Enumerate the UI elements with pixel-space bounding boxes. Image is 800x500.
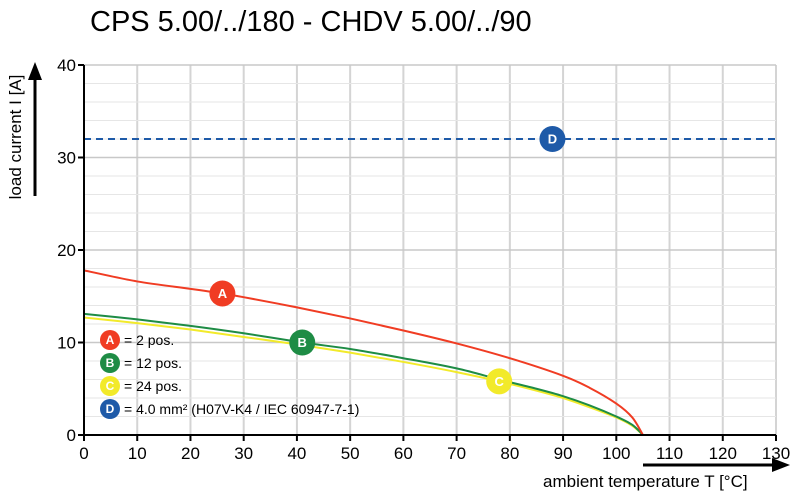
marker-label-a: A bbox=[218, 286, 228, 301]
y-tick-label: 10 bbox=[57, 334, 76, 353]
axes bbox=[28, 62, 790, 472]
x-tick-label: 130 bbox=[762, 444, 790, 463]
y-axis-label: load current I [A] bbox=[6, 74, 25, 200]
marker-c bbox=[486, 368, 513, 395]
legend-item: D = 4.0 mm² (H07V-K4 / IEC 60947-7-1) bbox=[100, 397, 359, 420]
x-axis-label: ambient temperature T [°C] bbox=[543, 472, 748, 491]
x-tick-label: 0 bbox=[79, 444, 88, 463]
x-tick-label: 40 bbox=[287, 444, 306, 463]
y-tick-label: 0 bbox=[67, 426, 76, 445]
legend-badge-d: D bbox=[100, 398, 120, 419]
marker-label-c: C bbox=[495, 374, 505, 389]
x-tick-label: 70 bbox=[447, 444, 466, 463]
tick-labels: 0 10 20 30 40 50 60 70 80 90 100 110 120 130 0 10 20 30 40 bbox=[57, 56, 790, 463]
marker-b bbox=[289, 329, 316, 356]
legend-item: B = 12 pos. bbox=[100, 351, 359, 374]
legend-text: = 24 pos. bbox=[124, 377, 182, 394]
legend-badge-c: C bbox=[100, 375, 120, 396]
x-tick-label: 80 bbox=[500, 444, 519, 463]
x-tick-label: 90 bbox=[554, 444, 573, 463]
series-line-a bbox=[83, 269, 644, 436]
x-tick-label: 30 bbox=[234, 444, 253, 463]
grid-lines bbox=[84, 64, 777, 435]
x-tick-label: 110 bbox=[656, 444, 683, 463]
y-tick-label: 30 bbox=[57, 149, 76, 168]
marker-a bbox=[209, 280, 236, 307]
chart-title: CPS 5.00/../180 - CHDV 5.00/../90 bbox=[90, 6, 532, 38]
x-tick-label: 10 bbox=[128, 444, 147, 463]
legend-text: = 12 pos. bbox=[124, 354, 182, 371]
x-tick-label: 50 bbox=[341, 444, 360, 463]
x-tick-label: 120 bbox=[709, 444, 737, 463]
x-tick-label: 20 bbox=[181, 444, 200, 463]
y-axis-arrowhead bbox=[28, 62, 42, 80]
x-tick-label: 100 bbox=[602, 444, 630, 463]
y-tick-label: 40 bbox=[57, 56, 76, 75]
legend: A = 2 pos. B = 12 pos. C = 24 pos. D = 4.0 mm² … bbox=[100, 328, 359, 420]
series-line-c bbox=[83, 316, 644, 436]
marker-label-b: B bbox=[298, 335, 307, 350]
legend-badge-a: A bbox=[100, 329, 120, 350]
marker-label-d: D bbox=[548, 132, 557, 147]
marker-d bbox=[539, 126, 566, 152]
series-line-b bbox=[83, 312, 644, 436]
legend-item: A = 2 pos. bbox=[100, 328, 359, 351]
x-axis-arrowhead bbox=[772, 458, 790, 472]
legend-item: C = 24 pos. bbox=[100, 374, 359, 397]
series-lines bbox=[83, 138, 776, 436]
legend-text: = 4.0 mm² (H07V-K4 / IEC 60947-7-1) bbox=[124, 400, 360, 417]
legend-text: = 2 pos. bbox=[124, 331, 175, 348]
x-tick-label: 60 bbox=[394, 444, 413, 463]
series-markers: A B C D bbox=[209, 126, 566, 395]
y-tick-label: 20 bbox=[57, 241, 76, 260]
legend-badge-b: B bbox=[100, 352, 120, 373]
